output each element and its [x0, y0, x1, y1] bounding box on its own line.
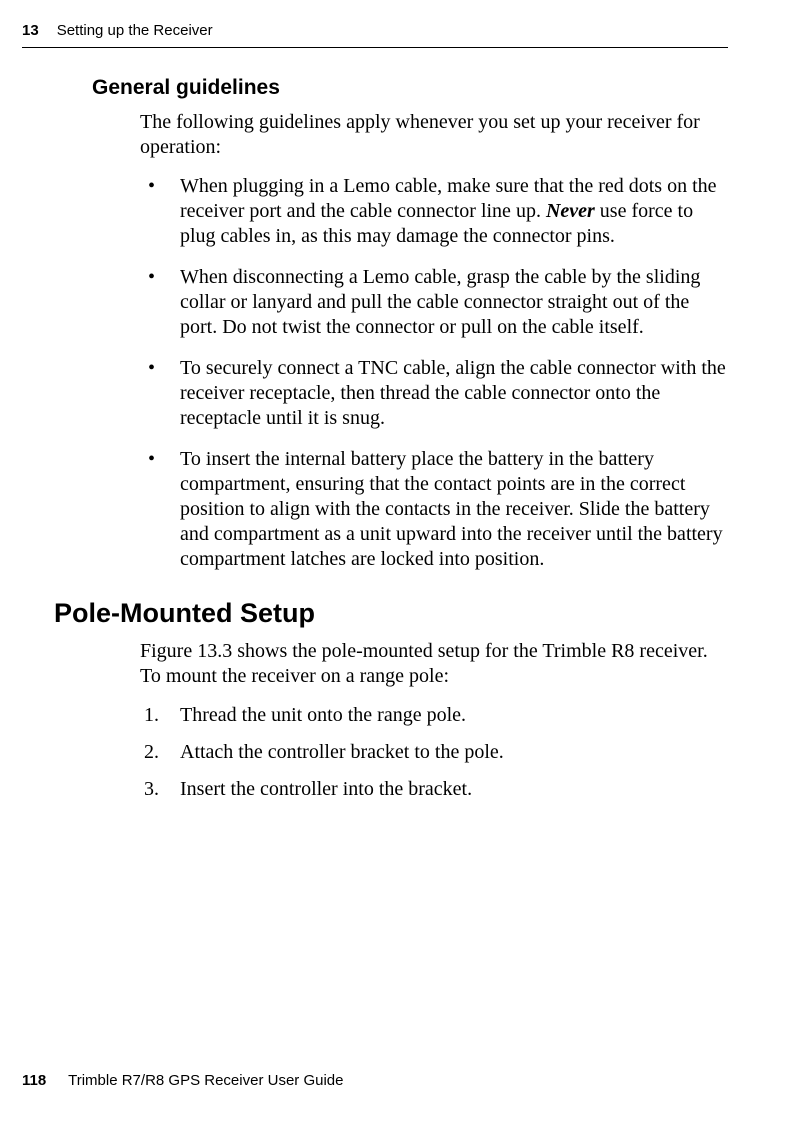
header-chapter-title: Setting up the Receiver	[57, 22, 213, 39]
list-item: Insert the controller into the bracket.	[140, 777, 728, 802]
page-footer: 118 Trimble R7/R8 GPS Receiver User Guid…	[22, 1072, 343, 1089]
bullet-text-pre: When disconnecting a Lemo cable, grasp t…	[180, 266, 700, 338]
footer-page-number: 118	[22, 1072, 46, 1089]
step-text: Attach the controller bracket to the pol…	[180, 741, 504, 763]
step-text: Thread the unit onto the range pole.	[180, 704, 466, 726]
guidelines-list: When plugging in a Lemo cable, make sure…	[140, 174, 728, 572]
list-item: To securely connect a TNC cable, align t…	[140, 356, 728, 431]
section-intro: Figure 13.3 shows the pole-mounted setup…	[140, 639, 728, 689]
header-chapter-number: 13	[22, 22, 39, 39]
list-item: When plugging in a Lemo cable, make sure…	[140, 174, 728, 249]
footer-guide-title: Trimble R7/R8 GPS Receiver User Guide	[68, 1072, 343, 1089]
page-header: 13 Setting up the Receiver	[22, 22, 728, 48]
bullet-emphasis: Never	[546, 200, 595, 222]
bullet-text-pre: To insert the internal battery place the…	[180, 448, 723, 570]
step-text: Insert the controller into the bracket.	[180, 778, 472, 800]
list-item: Attach the controller bracket to the pol…	[140, 740, 728, 765]
steps-list: Thread the unit onto the range pole. Att…	[140, 703, 728, 802]
list-item: Thread the unit onto the range pole.	[140, 703, 728, 728]
list-item: When disconnecting a Lemo cable, grasp t…	[140, 265, 728, 340]
bullet-text-pre: To securely connect a TNC cable, align t…	[180, 357, 726, 429]
subsection-title: General guidelines	[92, 76, 728, 100]
section-title: Pole-Mounted Setup	[54, 598, 728, 629]
list-item: To insert the internal battery place the…	[140, 447, 728, 572]
subsection-intro: The following guidelines apply whenever …	[140, 110, 728, 160]
